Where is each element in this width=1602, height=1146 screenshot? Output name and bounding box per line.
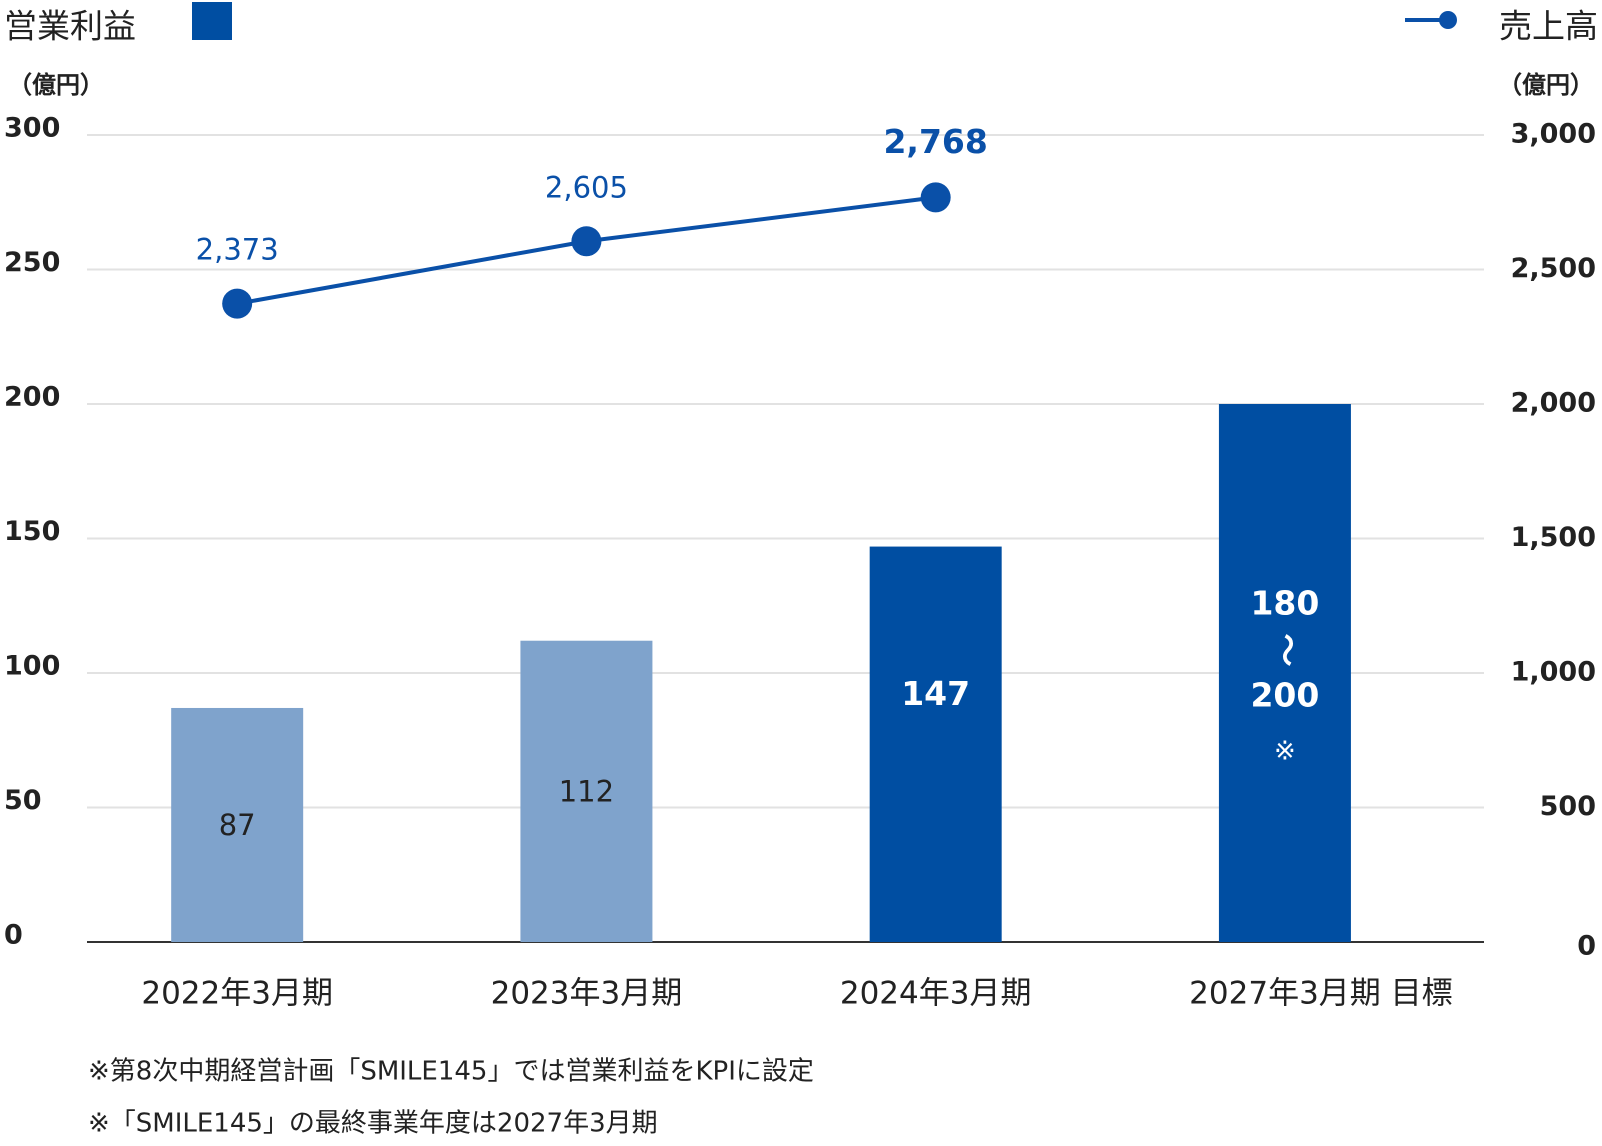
chart-title: 営業利益 xyxy=(4,7,136,46)
x-tick-label: 2022年3月期 xyxy=(141,976,333,1012)
y2-tick-label: 1,000 xyxy=(1511,657,1596,688)
y2-tick-label: 2,500 xyxy=(1511,253,1596,284)
bar xyxy=(171,707,304,942)
bar xyxy=(1218,404,1351,942)
y-tick-label: 300 xyxy=(4,113,60,144)
y2-tick-label: 0 xyxy=(1577,931,1596,962)
bar-label: 〜 xyxy=(1267,634,1306,667)
footnote: ※「SMILE145」の最終事業年度は2027年3月期 xyxy=(88,1109,658,1139)
y-tick-label: 0 xyxy=(4,920,23,951)
y2-unit: （億円） xyxy=(1498,71,1594,99)
footnote: ※第8次中期経営計画「SMILE145」では営業利益をKPIに設定 xyxy=(88,1057,814,1087)
y-tick-label: 150 xyxy=(4,516,60,547)
y2-tick-label: 1,500 xyxy=(1511,522,1596,553)
y-tick-label: 200 xyxy=(4,382,60,413)
y2-tick-label: 500 xyxy=(1540,791,1596,822)
bar-label: 180 xyxy=(1250,584,1319,623)
y-tick-label: 100 xyxy=(4,651,60,682)
legend-marker xyxy=(1439,11,1457,29)
y2-tick-label: 3,000 xyxy=(1511,119,1596,150)
bar-note: ※ xyxy=(1274,737,1296,767)
line-marker xyxy=(571,226,602,257)
y-tick-label: 250 xyxy=(4,247,60,278)
x-tick-label: 2027年3月期 目標 xyxy=(1189,976,1452,1012)
line-marker xyxy=(222,288,253,319)
line-label: 2,373 xyxy=(196,233,279,267)
bar-label: 87 xyxy=(219,808,256,842)
legend-label: 売上高 xyxy=(1499,7,1598,46)
line-label: 2,605 xyxy=(545,170,628,204)
legend-swatch xyxy=(192,2,232,40)
bar-label: 200 xyxy=(1250,676,1319,715)
bar-label: 112 xyxy=(559,774,614,808)
line-label: 2,768 xyxy=(883,122,987,161)
y-tick-label: 50 xyxy=(4,785,42,816)
y2-tick-label: 2,000 xyxy=(1511,388,1596,419)
bar xyxy=(869,546,1002,942)
bar-label: 147 xyxy=(901,674,970,713)
x-tick-label: 2024年3月期 xyxy=(840,976,1032,1012)
x-tick-label: 2023年3月期 xyxy=(491,976,683,1012)
bar xyxy=(520,640,653,942)
y-unit: （億円） xyxy=(8,71,104,99)
line-marker xyxy=(920,182,951,213)
